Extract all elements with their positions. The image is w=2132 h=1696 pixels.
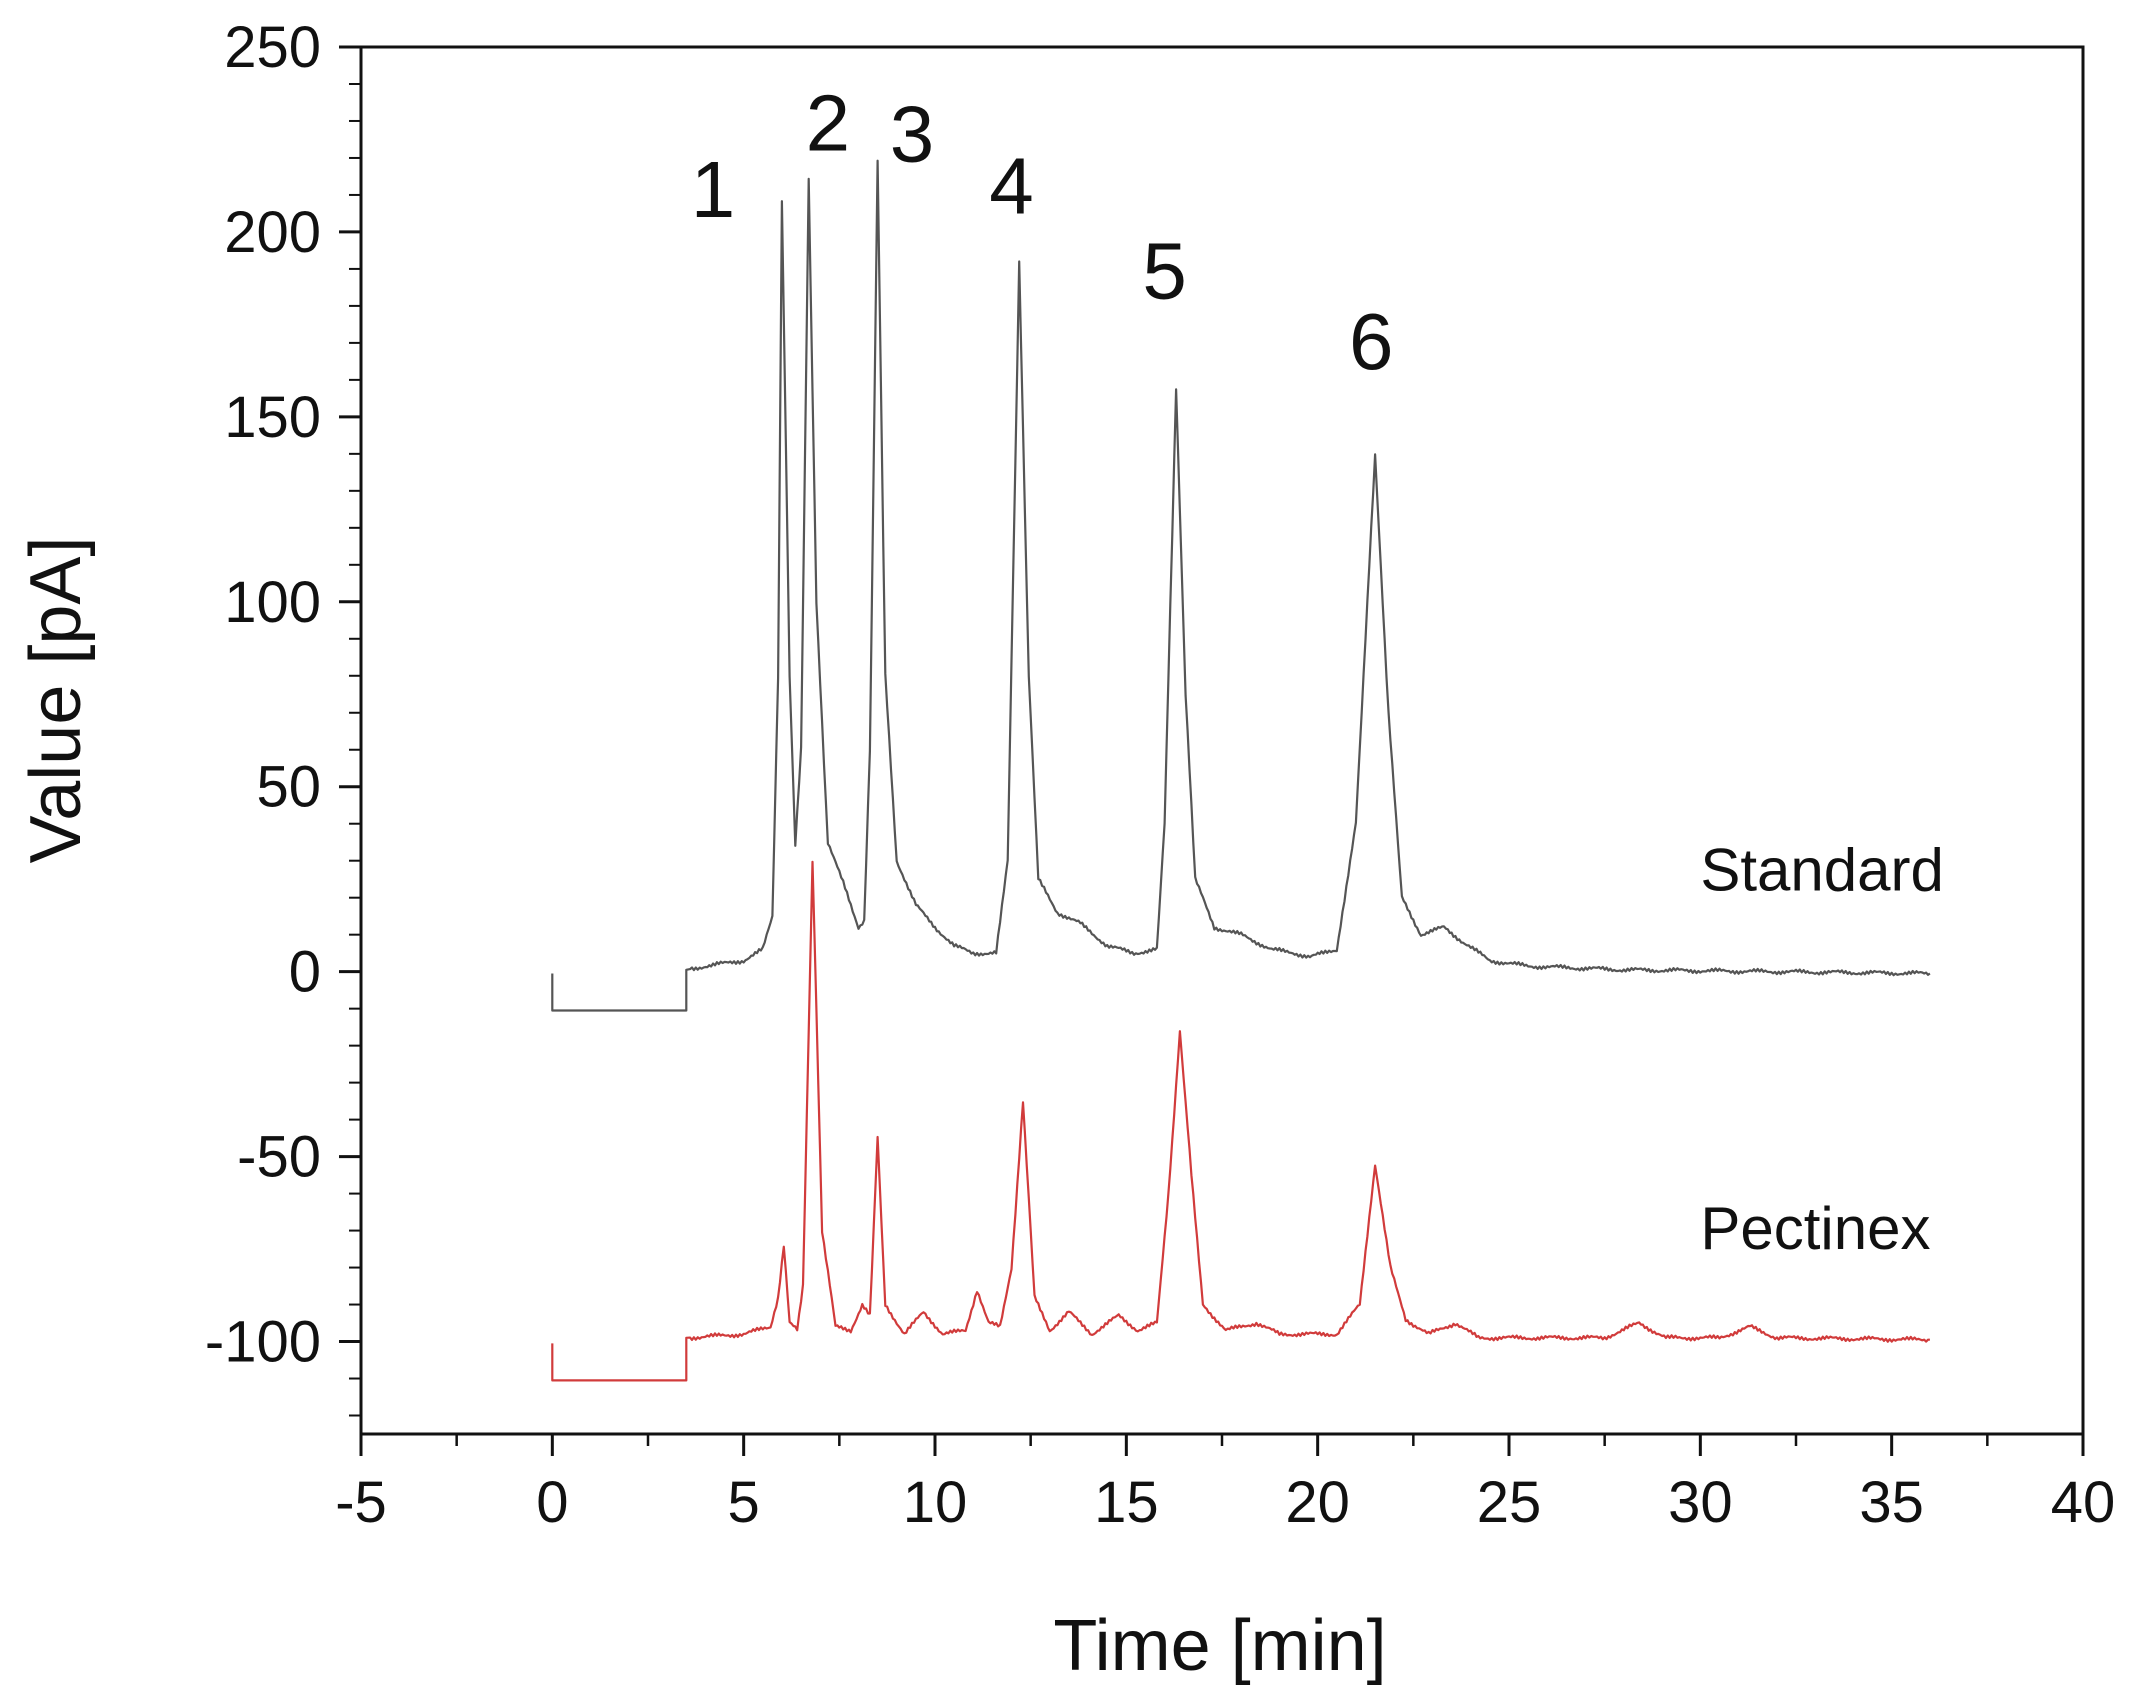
y-axis-title: Value [pA]	[16, 537, 96, 864]
y-tick-label: 50	[256, 755, 321, 820]
x-tick-label: 15	[1094, 1470, 1159, 1535]
series-label-pectinex: Pectinex	[1700, 1195, 1930, 1262]
x-tick-label: -5	[335, 1470, 387, 1535]
y-tick-label: 0	[289, 940, 321, 1005]
y-tick-label: 200	[224, 200, 321, 265]
x-tick-label: 30	[1668, 1470, 1733, 1535]
plot-area: -5 0 5 10 15 20 25 30 35 40-100-50050100150200250…	[205, 15, 2115, 1535]
peak-label-5: 5	[1142, 227, 1187, 316]
peak-label-1: 1	[691, 145, 736, 234]
x-tick-label: 0	[536, 1470, 568, 1535]
series-line-standard	[551, 159, 1931, 1012]
x-tick-label: 35	[1859, 1470, 1924, 1535]
series-label-standard: Standard	[1700, 836, 1944, 903]
peak-label-2: 2	[806, 79, 851, 168]
y-tick-label: -50	[237, 1125, 321, 1190]
peak-label-6: 6	[1349, 297, 1394, 386]
x-tick-label: 10	[903, 1470, 968, 1535]
x-tick-label: 25	[1477, 1470, 1542, 1535]
peak-label-3: 3	[890, 90, 935, 179]
peak-label-4: 4	[989, 141, 1034, 230]
x-tick-label: 20	[1285, 1470, 1350, 1535]
x-tick-label: 40	[2051, 1470, 2116, 1535]
y-tick-label: 150	[224, 385, 321, 450]
y-tick-label: -100	[205, 1310, 321, 1375]
y-tick-label: 100	[224, 570, 321, 635]
series-line-pectinex	[551, 860, 1930, 1382]
x-tick-label: 5	[728, 1470, 760, 1535]
x-axis-title: Time [min]	[1053, 1606, 1386, 1686]
y-tick-label: 250	[224, 15, 321, 80]
